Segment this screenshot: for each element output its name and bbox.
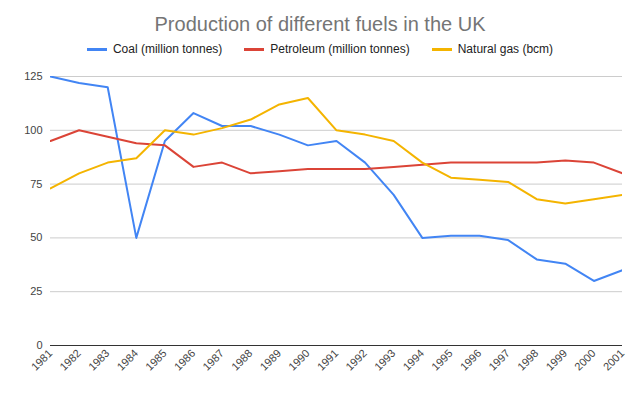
svg-text:1996: 1996	[458, 347, 484, 373]
svg-text:1985: 1985	[143, 347, 169, 373]
svg-text:1981: 1981	[29, 347, 55, 373]
svg-text:100: 100	[24, 124, 42, 136]
html-text:Coal (million tonnes): Coal (million tonnes)	[112, 42, 223, 56]
svg-text:1995: 1995	[429, 347, 455, 373]
html-text:Production of different fuels: Production of different fuels in the UK	[154, 13, 486, 35]
svg-text:125: 125	[24, 70, 42, 82]
svg-text:1986: 1986	[172, 347, 198, 373]
svg-text:1991: 1991	[315, 347, 341, 373]
svg-text:1987: 1987	[200, 347, 226, 373]
svg-text:1990: 1990	[286, 347, 312, 373]
svg-text:75: 75	[30, 178, 42, 190]
svg-text:1992: 1992	[343, 347, 369, 373]
svg-text:1989: 1989	[257, 347, 283, 373]
svg-text:1994: 1994	[400, 347, 426, 373]
svg-text:0: 0	[36, 339, 42, 351]
svg-text:1999: 1999	[543, 347, 569, 373]
svg-text:1998: 1998	[515, 347, 541, 373]
html-text:Petroleum (million tonnes): Petroleum (million tonnes)	[270, 42, 410, 56]
svg-text:1983: 1983	[86, 347, 112, 373]
html-text:Natural gas (bcm): Natural gas (bcm)	[457, 42, 554, 56]
svg-text:50: 50	[30, 231, 42, 243]
svg-text:1984: 1984	[114, 347, 140, 373]
svg-text:1997: 1997	[486, 347, 512, 373]
svg-text:2000: 2000	[572, 347, 598, 373]
svg-text:1982: 1982	[57, 347, 83, 373]
svg-text:1988: 1988	[229, 347, 255, 373]
svg-text:25: 25	[30, 285, 42, 297]
svg-text:1993: 1993	[372, 347, 398, 373]
svg-text:2001: 2001	[601, 347, 627, 373]
